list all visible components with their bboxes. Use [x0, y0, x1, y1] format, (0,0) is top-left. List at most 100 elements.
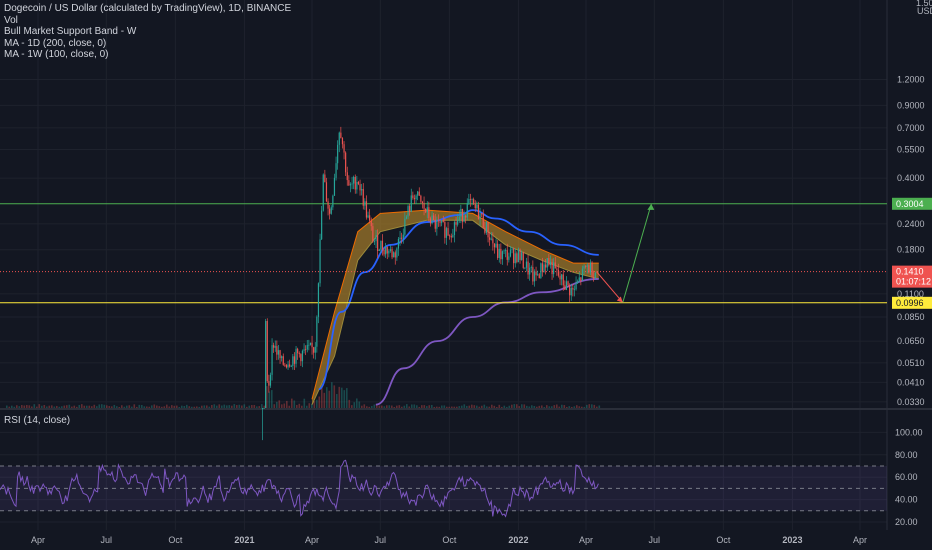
candle-body: [404, 218, 406, 235]
candles: [261, 126, 596, 441]
volume-bar: [168, 406, 171, 408]
time-tick-label: Oct: [442, 535, 457, 545]
volume-bar: [196, 406, 198, 408]
moving-averages: [318, 209, 599, 406]
volume-bar: [213, 404, 216, 408]
candle-body: [421, 201, 424, 204]
candle-body: [301, 350, 304, 362]
volume-bar: [38, 404, 41, 408]
candle-body: [569, 285, 571, 296]
volume-bar: [561, 404, 563, 408]
candle-body: [423, 203, 425, 209]
chart-title[interactable]: Dogecoin / US Dollar (calculated by Trad…: [4, 3, 292, 14]
candle-body: [354, 176, 356, 190]
volume-bar: [8, 406, 11, 408]
candle-body: [537, 274, 539, 276]
legend-vol[interactable]: Vol: [4, 14, 18, 26]
candle-body: [501, 251, 504, 260]
volume-bar: [163, 406, 166, 408]
rsi-line: [0, 459, 599, 518]
volume-bar: [208, 406, 211, 408]
volume-bar: [103, 404, 106, 408]
candle-body: [367, 215, 369, 218]
volume-bar: [158, 406, 161, 408]
volume-bar: [226, 405, 228, 408]
volume-bar: [6, 405, 8, 408]
volume-bar: [71, 406, 73, 408]
time-tick-label: 2022: [508, 535, 528, 545]
volume-bar: [271, 390, 273, 408]
price-tick-label: 0.0650: [897, 336, 925, 346]
candle-body: [469, 199, 472, 200]
price-tick-label: 0.0510: [897, 358, 925, 368]
candle-body: [364, 201, 366, 206]
candle-body: [573, 289, 576, 291]
candle-body: [511, 248, 513, 250]
volume-bar: [538, 405, 541, 408]
candle-body: [549, 261, 552, 266]
volume-bar: [118, 406, 121, 408]
price-tick-label: 0.0850: [897, 312, 925, 322]
projection-arrows[interactable]: [596, 203, 655, 303]
legend-ma200[interactable]: MA - 1D (200, close, 0): [4, 37, 107, 49]
arrow-head-down-icon: [616, 296, 623, 303]
candle-body: [457, 219, 459, 225]
candle-body: [383, 249, 385, 255]
candle-body: [337, 144, 339, 164]
candle-body: [402, 234, 404, 239]
volume-bar: [68, 404, 71, 408]
candle-body: [426, 207, 428, 213]
volume-bar: [166, 404, 168, 408]
candle-body: [543, 264, 545, 272]
volume-bar: [28, 405, 31, 408]
candle-body: [377, 235, 379, 251]
candle-body: [405, 216, 408, 219]
candle-body: [353, 176, 355, 184]
volume-bar: [223, 404, 226, 408]
volume-bar: [303, 398, 306, 408]
volume-bar: [126, 405, 128, 408]
time-axis[interactable]: Apr Jul Oct 2021 Apr Jul Oct 2022 Apr Jul Oct 2023 A…: [31, 535, 867, 545]
volume-bar: [526, 405, 528, 408]
candle-body: [455, 222, 457, 225]
volume-bar: [113, 404, 116, 408]
volume-bar: [483, 404, 486, 408]
volume-bar: [391, 405, 393, 408]
candle-body: [509, 249, 512, 257]
volume-bar: [556, 404, 558, 408]
grid: [0, 0, 932, 530]
candle-body: [263, 408, 265, 409]
candle-body: [417, 191, 419, 196]
ma200-line: [318, 209, 599, 391]
volume-bar: [408, 406, 411, 408]
candle-body: [540, 263, 542, 279]
candle-body: [346, 172, 348, 181]
candle-body: [369, 215, 371, 221]
volume-bar: [423, 405, 426, 408]
volume-bar: [243, 404, 246, 408]
legend-ma100w[interactable]: MA - 1W (100, close, 0): [4, 49, 109, 60]
volume-bar: [381, 405, 383, 408]
legend-bmsb[interactable]: Bull Market Support Band - W: [4, 26, 137, 37]
rsi-title[interactable]: RSI (14, close): [4, 415, 71, 426]
candle-body: [295, 348, 297, 364]
volume-bar: [286, 400, 288, 408]
candle-body: [553, 262, 555, 275]
volume-bar: [598, 405, 601, 408]
volume-bar: [488, 406, 491, 408]
volume-bar: [388, 405, 391, 408]
horizontal-levels[interactable]: [0, 203, 887, 304]
price-axis[interactable]: 1.5000USD 1.2000 0.9000 0.7000 0.5500 0.4000 0…: [892, 0, 932, 527]
candle-body: [532, 267, 534, 282]
candle-body: [485, 222, 488, 233]
volume-bar: [128, 405, 131, 408]
candle-body: [433, 215, 435, 220]
volume-bar: [458, 406, 461, 408]
volume-bar: [341, 387, 343, 408]
volume-bar: [51, 405, 53, 408]
volume-bar: [378, 405, 381, 408]
volume-bar: [353, 402, 356, 408]
candle-body: [431, 215, 433, 224]
volume-bar: [533, 405, 536, 408]
